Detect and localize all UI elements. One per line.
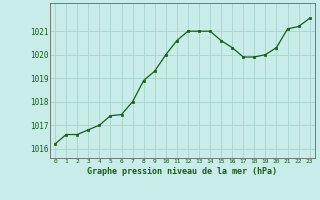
X-axis label: Graphe pression niveau de la mer (hPa): Graphe pression niveau de la mer (hPa) bbox=[87, 167, 277, 176]
